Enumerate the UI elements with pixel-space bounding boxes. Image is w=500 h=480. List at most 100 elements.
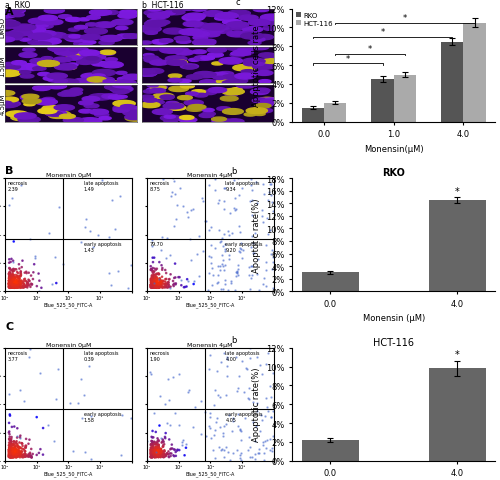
Circle shape xyxy=(174,37,190,42)
Y-axis label: DMSO: DMSO xyxy=(0,17,5,38)
Circle shape xyxy=(222,109,244,115)
Point xyxy=(10,284,18,291)
Point xyxy=(5,273,13,281)
Point xyxy=(154,280,162,288)
Point xyxy=(7,445,15,453)
Point xyxy=(5,439,13,446)
Point xyxy=(6,450,14,458)
Point xyxy=(6,278,14,286)
Circle shape xyxy=(44,9,64,14)
Point xyxy=(152,280,160,288)
Point xyxy=(7,451,15,459)
Point xyxy=(154,441,162,449)
Bar xyxy=(428,201,486,291)
Point xyxy=(22,442,30,450)
Point xyxy=(26,236,34,244)
Point xyxy=(154,450,162,458)
Point xyxy=(20,280,28,288)
Point xyxy=(150,451,158,458)
Point xyxy=(148,268,156,276)
Point xyxy=(166,252,174,260)
Point xyxy=(237,240,245,248)
Point xyxy=(148,448,156,456)
Point xyxy=(59,261,67,269)
Circle shape xyxy=(116,27,128,31)
Point xyxy=(8,284,16,291)
Point xyxy=(77,375,85,383)
Point xyxy=(7,279,15,287)
Point xyxy=(12,449,20,456)
Point xyxy=(262,241,270,249)
Point xyxy=(238,185,246,193)
Point xyxy=(12,448,20,456)
Point xyxy=(16,281,24,289)
Point xyxy=(118,411,126,419)
Point xyxy=(148,444,156,452)
Point xyxy=(30,261,38,268)
Point xyxy=(107,282,115,289)
Point xyxy=(158,284,166,292)
Circle shape xyxy=(44,21,63,26)
Point xyxy=(232,269,240,276)
Point xyxy=(20,454,28,461)
Point xyxy=(8,452,16,459)
Point xyxy=(104,270,112,277)
Point xyxy=(14,440,22,448)
Point xyxy=(156,452,164,460)
Point xyxy=(16,275,24,282)
Point xyxy=(7,446,15,454)
Point xyxy=(156,452,164,460)
Point xyxy=(162,270,170,277)
Point xyxy=(218,445,226,453)
Point xyxy=(6,451,14,458)
Point xyxy=(154,447,162,455)
Text: c: c xyxy=(236,0,240,7)
Point xyxy=(16,447,24,455)
Point xyxy=(246,198,254,206)
Point xyxy=(156,453,164,460)
Point xyxy=(159,437,167,444)
Point xyxy=(5,446,13,454)
Point xyxy=(150,440,158,448)
Point xyxy=(269,432,277,440)
Circle shape xyxy=(112,20,133,26)
Point xyxy=(149,259,157,266)
Point xyxy=(231,207,239,215)
Point xyxy=(149,276,157,284)
Point xyxy=(24,269,32,277)
Circle shape xyxy=(219,59,242,65)
Point xyxy=(20,283,28,291)
Point xyxy=(6,451,14,459)
Point xyxy=(183,209,191,217)
Point xyxy=(6,450,14,457)
Point xyxy=(151,447,159,455)
Point xyxy=(150,282,158,289)
Point xyxy=(150,278,158,286)
Point xyxy=(161,281,169,288)
Circle shape xyxy=(20,97,34,101)
Point xyxy=(149,284,157,292)
Point xyxy=(170,452,177,459)
Circle shape xyxy=(16,26,26,30)
Point xyxy=(148,453,156,461)
Point xyxy=(148,273,156,281)
Point xyxy=(12,279,20,287)
Point xyxy=(11,280,19,288)
Point xyxy=(18,445,26,453)
Point xyxy=(19,452,27,460)
Circle shape xyxy=(179,118,197,123)
Point xyxy=(14,446,22,454)
Point xyxy=(6,264,14,272)
Point xyxy=(150,449,158,457)
Point xyxy=(8,450,16,458)
Circle shape xyxy=(182,8,194,12)
Point xyxy=(18,278,26,286)
Point xyxy=(173,447,181,455)
Point xyxy=(9,272,17,279)
Point xyxy=(6,450,14,458)
Point xyxy=(153,444,161,452)
Point xyxy=(154,281,162,288)
Point xyxy=(151,280,159,288)
Point xyxy=(6,453,14,461)
Point xyxy=(228,229,235,237)
